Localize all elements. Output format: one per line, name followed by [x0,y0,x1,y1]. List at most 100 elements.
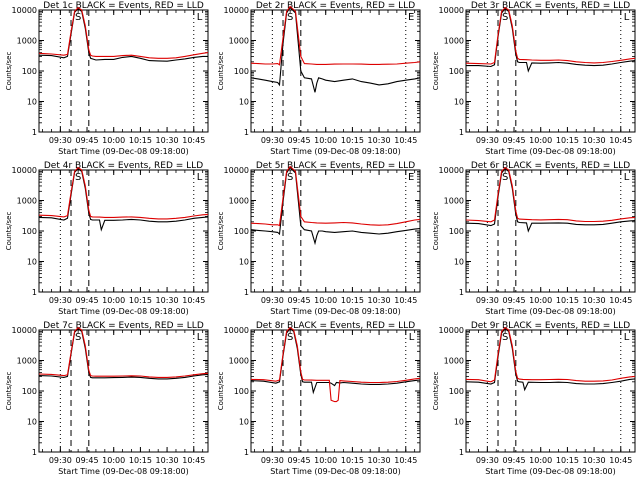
y-axis-label: Counts/sec [5,212,13,251]
marker-s: S [287,332,293,343]
x-tick-label: 10:45 [394,136,417,145]
y-tick-label: 10000 [12,166,37,175]
x-tick-label: 09:45 [288,296,311,305]
y-tick-label: 1 [244,128,249,137]
y-tick-label: 10 [239,98,249,107]
y-tick-label: 10000 [224,6,249,15]
lld-series-line [38,166,209,220]
x-tick-label: 10:15 [341,296,364,305]
y-axis-label: Counts/sec [217,212,225,251]
x-tick-label: 10:30 [156,136,179,145]
x-tick-label: 10:45 [609,296,632,305]
y-tick-label: 100 [22,67,37,76]
x-tick-label: 10:15 [556,136,579,145]
y-tick-label: 10 [239,258,249,267]
x-axis-label: Start Time (09-Dec-08 09:18:00) [58,467,189,476]
marker-e: E [408,172,414,183]
detector-panel: Det 6r BLACK = Events, RED = LLD Counts/s… [432,161,636,316]
x-tick-label: 09:45 [288,456,311,465]
x-tick-label: 09:30 [261,456,284,465]
marker-s: S [75,332,81,343]
x-tick-label: 10:45 [394,296,417,305]
marker-s: S [287,12,293,23]
y-tick-label: 10 [27,258,37,267]
detector-panel: Det 9r BLACK = Events, RED = LLD Counts/s… [432,321,636,476]
x-tick-label: 10:15 [129,456,152,465]
y-tick-label: 1 [244,448,249,457]
y-tick-label: 10 [239,418,249,427]
marker-l: L [197,12,203,23]
x-tick-label: 09:45 [503,296,526,305]
x-tick-label: 09:45 [76,136,99,145]
x-tick-label: 09:45 [76,296,99,305]
lld-series-line [250,5,421,66]
y-tick-label: 1000 [444,37,464,46]
x-tick-label: 10:15 [129,296,152,305]
y-tick-label: 10000 [12,6,37,15]
x-axis-label: Start Time (09-Dec-08 09:18:00) [485,467,616,476]
marker-l: L [624,332,630,343]
x-axis-label: Start Time (09-Dec-08 09:18:00) [270,147,401,156]
y-tick-label: 1000 [229,37,249,46]
x-tick-label: 09:30 [476,296,499,305]
x-tick-label: 09:45 [503,136,526,145]
y-tick-label: 10 [27,98,37,107]
events-series-line [250,6,421,93]
y-tick-label: 1000 [17,197,37,206]
y-tick-label: 1 [32,448,37,457]
x-tick-label: 09:30 [261,296,284,305]
y-axis-label: Counts/sec [5,372,13,411]
x-tick-label: 10:15 [556,456,579,465]
x-tick-label: 10:00 [102,456,125,465]
marker-e: E [408,12,414,23]
lld-series-line [465,6,636,65]
x-tick-label: 10:00 [529,136,552,145]
lld-series-line [38,6,209,59]
marker-s: S [502,12,508,23]
lld-series-line [250,165,421,227]
x-tick-label: 10:30 [368,456,391,465]
x-tick-label: 09:30 [49,296,72,305]
x-tick-label: 09:30 [49,136,72,145]
y-tick-label: 10 [454,418,464,427]
x-tick-label: 09:30 [476,136,499,145]
y-tick-label: 100 [22,387,37,396]
x-tick-label: 10:30 [583,456,606,465]
panel-title: Det 9r BLACK = Events, RED = LLD [471,321,630,331]
panel-title: Det 4r BLACK = Events, RED = LLD [44,161,203,171]
x-tick-label: 10:45 [182,136,205,145]
y-tick-label: 1000 [444,357,464,366]
x-tick-label: 10:45 [394,456,417,465]
x-tick-label: 10:30 [368,296,391,305]
x-tick-label: 10:15 [556,296,579,305]
x-axis-label: Start Time (09-Dec-08 09:18:00) [270,467,401,476]
y-tick-label: 10 [454,258,464,267]
marker-s: S [75,172,81,183]
y-tick-label: 100 [234,227,249,236]
marker-s: S [287,172,293,183]
panel-title: Det 3r BLACK = Events, RED = LLD [471,1,630,11]
marker-l: L [197,172,203,183]
y-tick-label: 100 [449,67,464,76]
x-tick-label: 10:30 [156,456,179,465]
marker-l: L [409,332,415,343]
x-tick-label: 10:45 [182,456,205,465]
y-axis-label: Counts/sec [432,52,440,91]
panel-title: Det 1c BLACK = Events, RED = LLD [43,1,204,11]
y-tick-label: 1 [32,288,37,297]
x-axis-label: Start Time (09-Dec-08 09:18:00) [58,147,189,156]
panel-title: Det 8r BLACK = Events, RED = LLD [256,321,415,331]
y-tick-label: 1 [459,288,464,297]
x-tick-label: 10:00 [102,296,125,305]
x-tick-label: 10:45 [609,136,632,145]
marker-s: S [502,172,508,183]
x-tick-label: 10:00 [529,296,552,305]
x-axis-label: Start Time (09-Dec-08 09:18:00) [485,147,616,156]
x-tick-label: 10:45 [182,296,205,305]
x-tick-label: 10:00 [529,456,552,465]
marker-s: S [502,332,508,343]
marker-l: L [624,12,630,23]
y-tick-label: 10000 [439,166,464,175]
